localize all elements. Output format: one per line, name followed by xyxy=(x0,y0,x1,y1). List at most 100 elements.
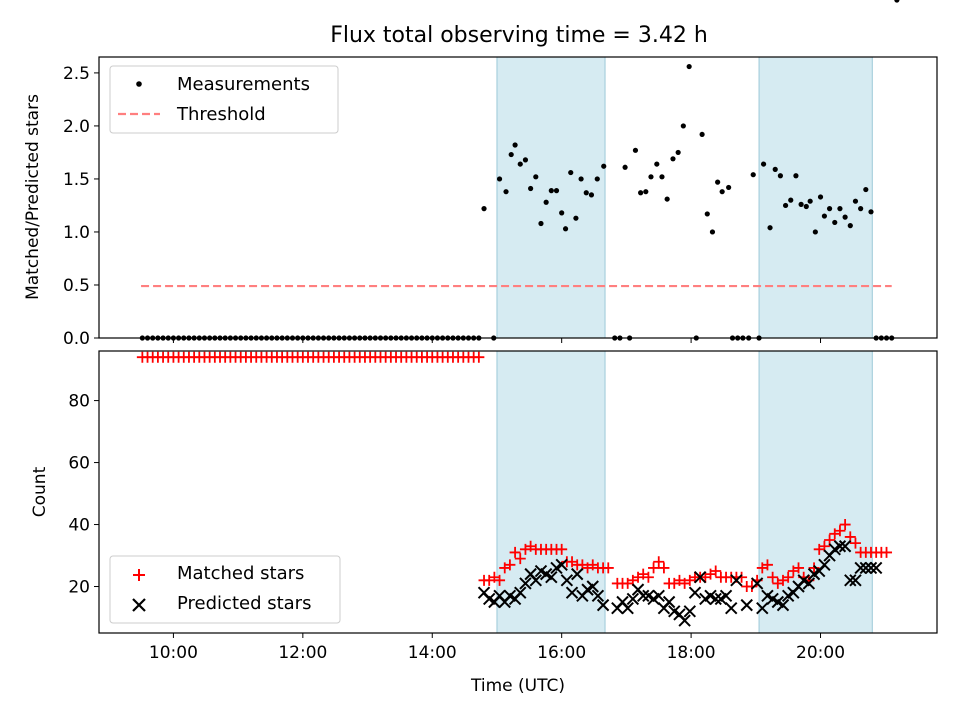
bottom-axes-frame xyxy=(98,350,938,634)
predicted-legend-label: Predicted stars xyxy=(177,593,311,614)
x-tick-label: 18:00 xyxy=(667,643,716,663)
shaded-interval-0 xyxy=(496,56,606,339)
predicted-star-point xyxy=(678,614,691,627)
measurement-point xyxy=(648,174,654,180)
predicted-star-point xyxy=(586,580,599,593)
measurement-point xyxy=(777,173,784,179)
top-legend-box xyxy=(109,65,339,134)
matched-star-point xyxy=(556,543,568,555)
chart-title: Flux total observing time = 3.42 h xyxy=(330,23,708,48)
measurement-point xyxy=(760,161,767,167)
y-tick-label: 20 xyxy=(68,578,90,598)
top-y-axis-label: Matched/Predicted stars xyxy=(23,94,43,300)
predicted-star-point xyxy=(683,605,697,618)
matched-stars-series xyxy=(137,352,893,593)
threshold-legend-label: Threshold xyxy=(176,104,266,125)
predicted-star-point xyxy=(844,574,857,587)
predicted-legend-marker xyxy=(132,598,146,612)
predicted-star-point xyxy=(864,561,878,575)
predicted-star-point xyxy=(529,574,543,587)
bottom-y-axis-label: Count xyxy=(30,466,50,517)
matched-star-point xyxy=(504,559,516,571)
predicted-star-point xyxy=(596,598,610,612)
y-tick-label: 80 xyxy=(68,392,90,412)
matched-star-point xyxy=(514,553,526,565)
predicted-star-point xyxy=(756,602,769,615)
measurement-point xyxy=(812,229,818,235)
measurement-point xyxy=(686,63,692,70)
measurement-point xyxy=(709,229,716,235)
measurement-point xyxy=(548,188,554,194)
matched-star-point xyxy=(839,519,851,531)
matched-star-point xyxy=(793,562,805,574)
predicted-star-point xyxy=(833,540,847,553)
top-panel: 0.0 0.5 1.0 1.5 2.0 2.5 Matched/Predicted sta… xyxy=(23,0,938,349)
matched-legend-label: Matched stars xyxy=(177,563,304,584)
matched-star-point xyxy=(767,571,779,583)
measurement-point xyxy=(522,157,529,163)
predicted-star-point xyxy=(750,577,764,590)
bottom-x-axis: 10:00 12:00 14:00 16:00 18:00 20:00 xyxy=(149,633,845,663)
measurement-point xyxy=(858,206,864,212)
matched-star-point xyxy=(648,562,660,574)
measurements-legend-marker xyxy=(136,81,142,87)
predicted-star-point xyxy=(571,567,584,581)
matched-star-point xyxy=(642,571,654,583)
predicted-star-point xyxy=(709,592,722,606)
measurement-point xyxy=(750,172,756,178)
predicted-star-point xyxy=(662,595,676,609)
measurement-point xyxy=(559,210,565,216)
measurement-point xyxy=(664,196,670,202)
measurement-point xyxy=(788,197,794,203)
y-tick-label: 0.5 xyxy=(63,276,90,296)
predicted-star-point xyxy=(688,586,702,599)
bottom-y-axis: 20 40 60 80 xyxy=(68,392,99,598)
matched-star-point xyxy=(494,574,506,586)
measurement-point xyxy=(817,194,824,200)
matched-legend-marker xyxy=(133,569,145,581)
measurement-point xyxy=(654,161,660,167)
measurement-point xyxy=(508,151,514,158)
matched-star-point xyxy=(653,556,665,568)
measurement-point xyxy=(659,174,665,180)
measurement-point xyxy=(573,215,579,221)
predicted-star-point xyxy=(725,602,738,615)
measurement-point xyxy=(512,142,518,148)
y-tick-label: 1.0 xyxy=(63,223,90,243)
measurement-point xyxy=(481,206,487,212)
matched-star-point xyxy=(658,562,670,574)
matched-star-point xyxy=(710,565,722,577)
measurement-point xyxy=(496,176,503,182)
measurement-point xyxy=(837,206,843,212)
measurement-point xyxy=(632,147,639,153)
measurement-point xyxy=(772,166,778,172)
matched-star-point xyxy=(808,562,820,574)
shaded-interval-1 xyxy=(758,350,873,634)
measurement-point xyxy=(643,189,649,195)
measurement-point xyxy=(868,209,874,215)
y-tick-label: 0.0 xyxy=(63,329,90,349)
predicted-star-point xyxy=(818,558,831,572)
measurement-point xyxy=(622,164,628,170)
x-tick-label: 14:00 xyxy=(408,643,457,663)
top-y-axis: 0.0 0.5 1.0 1.5 2.0 2.5 xyxy=(63,64,99,349)
measurement-point xyxy=(767,225,773,231)
measurement-point xyxy=(680,123,686,129)
measurement-point xyxy=(638,190,644,196)
predicted-star-point xyxy=(838,540,852,553)
matched-star-point xyxy=(849,537,861,549)
x-tick-label: 10:00 xyxy=(149,643,198,663)
measurement-point xyxy=(782,202,789,209)
measurement-point xyxy=(852,198,859,204)
x-tick-label: 16:00 xyxy=(537,643,586,663)
matched-star-point xyxy=(834,525,846,537)
y-tick-label: 2.5 xyxy=(63,64,90,84)
measurement-point xyxy=(863,186,869,193)
x-axis-label: Time (UTC) xyxy=(470,676,565,696)
measurement-point xyxy=(503,189,509,195)
predicted-star-point xyxy=(730,574,743,587)
predicted-star-point xyxy=(555,558,568,572)
y-tick-label: 2.0 xyxy=(63,117,90,137)
